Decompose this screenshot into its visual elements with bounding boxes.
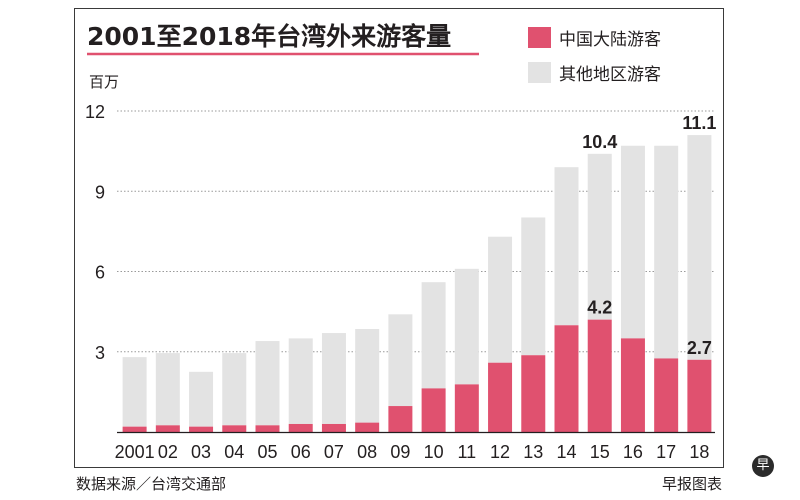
bar-other-06 [288,338,313,424]
data-label: 11.1 [682,113,716,133]
axis-layer: 3 6 9 12 百万 2001 02 03 04 05 06 07 08 09 10 11 12 13 14 15 1… [85,73,715,462]
x-tick-label: 11 [457,442,476,462]
x-tick-label: 2001 [115,442,155,462]
bar-layer [122,135,712,432]
bar-other-10 [421,282,446,389]
footer-credit: 早报图表 [661,475,722,493]
bar-mainland-09 [388,406,413,432]
grid-layer [117,110,715,353]
title-layer: 2001至2018年台湾外来游客量 [87,22,479,56]
bar-other-2001 [122,357,147,427]
x-tick-label: 03 [191,442,211,462]
bar-other-14 [554,167,579,326]
x-tick-label: 12 [490,442,510,462]
bar-other-18 [687,135,712,360]
chart-frame: 3 6 9 12 百万 2001 02 03 04 05 06 07 08 09 10 11 12 13 14 15 1… [74,8,724,468]
bar-mainland-2001 [122,426,147,432]
bar-other-15 [587,153,612,320]
logo-mark: 早 [752,455,774,477]
footer-source: 数据来源／台湾交通部 [76,475,227,493]
bar-other-07 [321,333,346,424]
bar-mainland-10 [421,388,446,432]
data-label: 4.2 [587,298,612,318]
data-label: 10.4 [582,132,617,152]
x-tick-label: 07 [324,442,344,462]
bar-mainland-03 [189,426,214,432]
y-unit-label: 百万 [89,73,119,91]
label-layer: 10.4 4.2 11.1 2.7 [582,113,716,358]
bar-mainland-08 [355,422,380,432]
x-tick-label: 15 [590,442,610,462]
data-label: 2.7 [687,338,712,358]
chart-title: 2001至2018年台湾外来游客量 [87,22,451,51]
bar-other-08 [355,329,380,423]
bar-mainland-12 [488,362,513,432]
bar-mainland-16 [620,338,645,432]
x-tick-label: 04 [224,442,244,462]
bar-mainland-06 [288,423,313,432]
x-tick-label: 06 [291,442,311,462]
bar-other-12 [488,236,513,363]
legend-label: 中国大陆游客 [559,30,661,50]
bar-mainland-07 [321,423,346,432]
x-tick-label: 02 [158,442,178,462]
x-tick-label: 17 [656,442,676,462]
y-tick-label: 12 [85,102,105,122]
bar-mainland-17 [654,358,679,432]
bar-other-05 [255,341,280,426]
bar-other-03 [189,371,214,427]
x-tick-label: 14 [556,442,576,462]
bar-mainland-04 [222,425,247,432]
x-tick-label: 10 [424,442,444,462]
legend-swatch [528,62,551,83]
bar-mainland-18 [687,359,712,432]
bar-other-13 [521,217,546,356]
x-tick-label: 09 [390,442,410,462]
bar-mainland-11 [454,384,479,432]
bar-other-04 [222,353,247,426]
bar-other-09 [388,314,413,407]
bar-other-02 [155,353,180,426]
x-tick-label: 08 [357,442,377,462]
legend-label: 其他地区游客 [559,65,661,85]
x-tick-label: 16 [623,442,643,462]
y-tick-label: 3 [95,343,105,363]
bar-other-16 [620,145,645,339]
x-tick-label: 05 [257,442,277,462]
x-tick-label: 18 [689,442,709,462]
chart-svg: 3 6 9 12 百万 2001 02 03 04 05 06 07 08 09 10 11 12 13 14 15 1… [85,22,716,462]
y-tick-label: 9 [95,182,105,202]
legend-swatch [528,27,551,48]
bar-other-17 [654,145,679,359]
bar-other-11 [454,268,479,385]
bar-mainland-05 [255,425,280,432]
bar-mainland-13 [521,355,546,432]
bar-mainland-14 [554,325,579,432]
x-tick-label: 13 [523,442,543,462]
bar-mainland-15 [587,319,612,432]
y-tick-label: 6 [95,263,105,283]
bar-mainland-02 [155,425,180,432]
